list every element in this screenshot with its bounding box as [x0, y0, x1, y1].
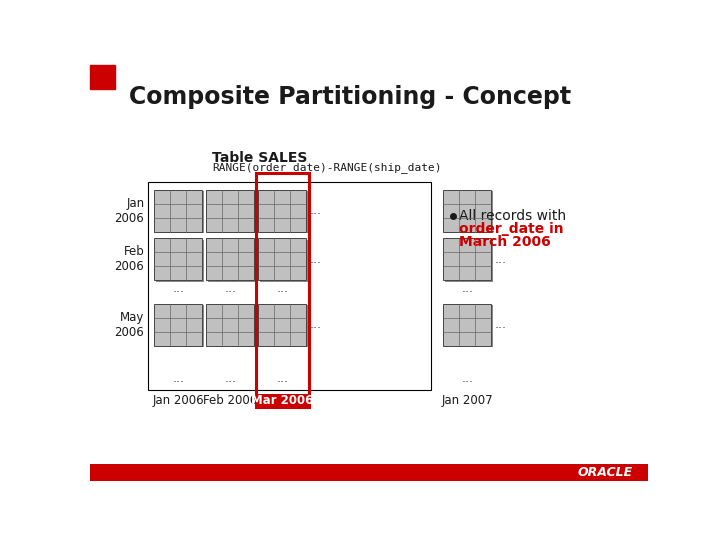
Bar	[445, 305, 493, 347]
Bar	[208, 305, 256, 347]
Bar	[260, 305, 307, 347]
Bar	[260, 191, 307, 233]
Text: Jan
2006: Jan 2006	[114, 197, 144, 225]
Bar	[445, 240, 493, 282]
Bar	[256, 394, 309, 407]
Bar	[444, 238, 492, 280]
Text: ...: ...	[310, 318, 321, 331]
Text: ORACLE: ORACLE	[577, 465, 632, 478]
Text: ...: ...	[495, 204, 507, 217]
Bar	[258, 303, 306, 346]
Bar	[206, 303, 254, 346]
Bar	[256, 173, 309, 407]
Text: Composite Partitioning - Concept: Composite Partitioning - Concept	[129, 85, 571, 109]
Text: ...: ...	[276, 373, 288, 386]
Bar	[206, 238, 254, 280]
Text: Mar 2006: Mar 2006	[251, 394, 313, 407]
Text: All records with: All records with	[459, 209, 566, 222]
Bar	[156, 305, 204, 347]
Bar	[156, 191, 204, 233]
Text: Table SALES: Table SALES	[212, 151, 308, 165]
Bar	[206, 190, 254, 232]
Text: RANGE(order_date)-RANGE(ship_date): RANGE(order_date)-RANGE(ship_date)	[212, 162, 442, 173]
Bar	[445, 191, 493, 233]
Bar	[208, 191, 256, 233]
Bar	[444, 303, 492, 346]
Text: ...: ...	[495, 318, 507, 331]
Text: ...: ...	[495, 253, 507, 266]
Bar	[260, 240, 307, 282]
Bar	[156, 240, 204, 282]
Bar	[90, 65, 114, 90]
Text: ...: ...	[310, 253, 321, 266]
Text: Feb 2006: Feb 2006	[203, 394, 258, 407]
Text: ...: ...	[224, 282, 236, 295]
Text: ...: ...	[224, 373, 236, 386]
Bar	[154, 238, 202, 280]
Text: ...: ...	[276, 282, 288, 295]
Bar	[90, 464, 648, 481]
Text: Jan 2006: Jan 2006	[153, 394, 204, 407]
Bar	[148, 182, 431, 390]
Text: ...: ...	[172, 282, 184, 295]
Bar	[258, 238, 306, 280]
Text: March 2006: March 2006	[459, 235, 551, 249]
Bar	[154, 303, 202, 346]
Bar	[444, 190, 492, 232]
Bar	[154, 190, 202, 232]
Text: order_date in: order_date in	[459, 222, 564, 236]
Text: Feb
2006: Feb 2006	[114, 245, 144, 273]
Text: May
2006: May 2006	[114, 310, 144, 339]
Text: ...: ...	[172, 373, 184, 386]
Text: ...: ...	[462, 373, 474, 386]
Text: Jan 2007: Jan 2007	[441, 394, 493, 407]
Bar	[208, 240, 256, 282]
Bar	[258, 190, 306, 232]
Text: ...: ...	[462, 282, 474, 295]
Text: ...: ...	[310, 204, 321, 217]
